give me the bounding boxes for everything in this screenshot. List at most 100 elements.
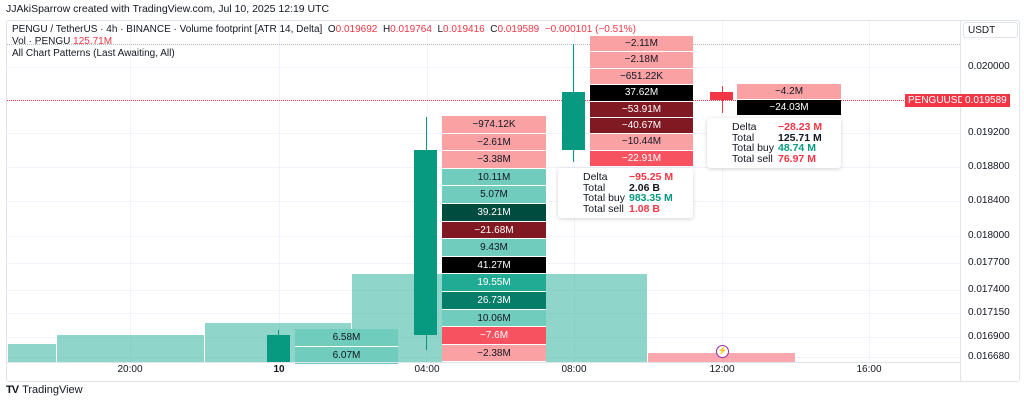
currency-button[interactable]: USDT — [963, 22, 1018, 38]
total-sell-value: 76.97 M — [778, 152, 816, 165]
price-tick: 0.018000 — [968, 230, 1010, 241]
volume-bar — [57, 335, 205, 362]
footprint-column[interactable]: −4.2M −24.03M — [737, 84, 841, 116]
total-buy-value: 983.35 M — [629, 192, 673, 204]
footprint-cell: −24.03M — [737, 100, 841, 116]
price-tick: 0.017400 — [968, 284, 1010, 295]
delta-value: −28.23 M — [778, 121, 823, 133]
price-tick: 0.018400 — [968, 195, 1010, 206]
footprint-column[interactable]: −2.11M −2.18M −651.22K 37.62M −53.91M −40.67M… — [590, 36, 693, 168]
footprint-cell: −2.38M — [442, 344, 546, 363]
footprint-cell: −21.68M — [442, 221, 546, 240]
total-buy-label: Total buy — [732, 142, 775, 154]
total-sell-value: 1.08 B — [629, 202, 660, 215]
open-value: 0.019692 — [335, 24, 378, 35]
footprint-cell: 37.62M — [590, 85, 693, 102]
time-tick: 12:00 — [709, 364, 735, 375]
low-value: 0.019416 — [443, 24, 485, 35]
footprint-cell: 10.06M — [442, 309, 546, 328]
low-label: L — [437, 24, 444, 35]
footprint-cell: −3.38M — [442, 151, 546, 169]
change-value: −0.000101 (−0.51%) — [544, 24, 636, 35]
price-tick: 0.016680 — [968, 351, 1010, 362]
open-label: O — [327, 24, 336, 35]
brand-text: TradingView — [22, 384, 83, 396]
high-value: 0.019764 — [390, 24, 432, 35]
candle-body — [267, 335, 290, 362]
delta-label: Delta — [583, 171, 608, 183]
price-tick: 0.018800 — [968, 161, 1010, 172]
volume-label: Vol · PENGU — [12, 36, 71, 47]
patterns-legend[interactable]: All Chart Patterns (Last Awaiting, All) — [12, 48, 175, 59]
footprint-cell: 6.07M — [295, 347, 398, 365]
footprint-cell: −53.91M — [590, 101, 693, 118]
time-axis-border — [7, 362, 960, 363]
price-tick: 0.017700 — [968, 257, 1010, 268]
credit-text: JJAkiSparrow created with TradingView.co… — [6, 3, 330, 15]
footprint-cell: 10.11M — [442, 168, 546, 187]
time-tick: 04:00 — [414, 364, 440, 375]
close-value: 0.019589 — [497, 24, 540, 35]
grid-line — [7, 67, 960, 68]
volume-legend[interactable]: Vol · PENGU 125.71M — [12, 36, 112, 47]
volume-value: 125.71M — [73, 36, 113, 47]
high-line — [7, 44, 960, 45]
price-tick: 0.020000 — [968, 61, 1010, 72]
footprint-cell: −974.12K — [442, 116, 546, 134]
footprint-column[interactable]: −974.12K −2.61M −3.38M 10.11M 5.07M 39.21M −21… — [442, 116, 546, 363]
grid-line — [279, 21, 280, 362]
footprint-cell: −4.2M — [737, 84, 841, 100]
symbol-legend[interactable]: PENGU / TetherUS · 4h · BINANCE · Volume… — [12, 24, 636, 35]
total-value: 2.06 B — [629, 181, 660, 194]
chart-frame[interactable] — [6, 20, 1020, 382]
total-label: Total — [583, 181, 606, 194]
total-label: Total — [732, 131, 755, 144]
price-axis-border — [960, 21, 961, 382]
footprint-tooltip: Delta −28.23 M Total 125.71 M Total buy 48.… — [707, 118, 841, 168]
volume-bar — [8, 344, 57, 362]
time-tick: 16:00 — [856, 364, 882, 375]
footprint-cell: −2.18M — [590, 52, 693, 69]
delta-label: Delta — [732, 121, 757, 133]
candle-body — [562, 92, 585, 150]
time-tick: 08:00 — [561, 364, 587, 375]
footprint-cell: −10.44M — [590, 134, 693, 151]
grid-line — [869, 21, 870, 362]
footprint-cell: 41.27M — [442, 256, 546, 275]
grid-line — [130, 21, 131, 362]
footprint-cell: 9.43M — [442, 239, 546, 257]
symbol-title: PENGU / TetherUS · 4h · BINANCE · Volume… — [12, 24, 323, 35]
last-price-badge: 0.019589 — [962, 94, 1010, 107]
tradingview-logo[interactable]: TV TradingView — [6, 384, 83, 396]
symbol-price-badge: PENGUUSDT — [905, 94, 974, 107]
total-sell-label: Total sell — [583, 202, 624, 215]
footprint-cell: 39.21M — [442, 203, 546, 222]
footprint-cell: −2.61M — [442, 133, 546, 152]
price-tick: 0.017150 — [968, 307, 1010, 318]
time-tick: 20:00 — [117, 364, 143, 375]
footprint-cell: −40.67M — [590, 117, 693, 135]
delta-value: −95.25 M — [629, 171, 674, 183]
lightning-icon[interactable]: ⚡ — [716, 345, 729, 358]
footprint-cell: −22.91M — [590, 150, 693, 168]
high-label: H — [382, 24, 391, 35]
grid-line — [722, 21, 723, 362]
footprint-tooltip: Delta −95.25 M Total 2.06 B Total buy 983.3… — [558, 168, 693, 218]
close-label: C — [490, 24, 498, 35]
price-tick: 0.016900 — [968, 331, 1010, 342]
price-tick: 0.019200 — [968, 127, 1010, 138]
footprint-column[interactable]: 6.58M 6.07M — [295, 329, 398, 365]
footprint-cell: −7.6M — [442, 327, 546, 345]
total-value: 125.71 M — [778, 131, 822, 144]
tradingview-logo-icon: TV — [6, 384, 19, 396]
total-buy-value: 48.74 M — [778, 142, 816, 154]
candle-body — [710, 92, 733, 100]
candle-body — [414, 150, 437, 335]
total-buy-label: Total buy — [583, 192, 626, 204]
footprint-cell: −651.22K — [590, 68, 693, 86]
last-price-line — [7, 100, 960, 101]
footprint-cell: 6.58M — [295, 329, 398, 347]
footprint-cell: 19.55M — [442, 274, 546, 292]
total-sell-label: Total sell — [732, 152, 773, 165]
footprint-cell: 26.73M — [442, 291, 546, 310]
